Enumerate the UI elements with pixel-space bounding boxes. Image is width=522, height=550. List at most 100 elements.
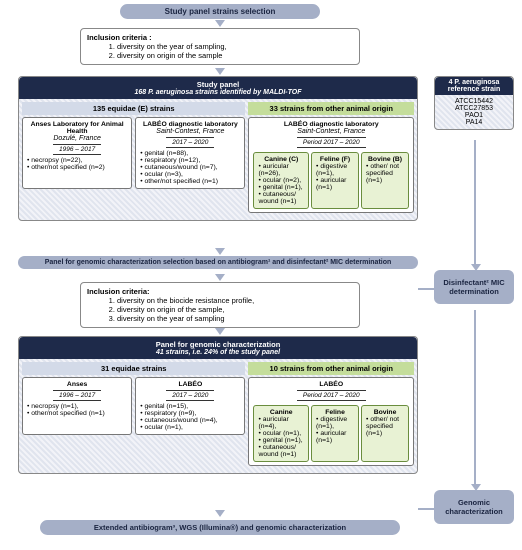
list-item: auricular (n=4), bbox=[258, 416, 304, 430]
feline2-box: Feline digestive (n=1),auricular (n=1) bbox=[311, 405, 359, 462]
bovine2-title: Bovine bbox=[366, 409, 404, 416]
panel1-right-col: 33 strains from other animal origin LABÉ… bbox=[248, 102, 414, 213]
labeo1-title: LABÉO diagnostic laboratory bbox=[140, 121, 240, 128]
criteria1-item: diversity on the year of sampling, bbox=[117, 42, 353, 51]
criteria1-box: Inclusion criteria : diversity on the ye… bbox=[80, 28, 360, 65]
panel1-subtitle: 168 P. aeruginosa strains identified by … bbox=[22, 89, 414, 96]
list-item: other/ not specified (n=1) bbox=[366, 163, 404, 184]
list-item: other/not specified (n=1) bbox=[140, 178, 240, 185]
canine-title: Canine (C) bbox=[258, 156, 304, 163]
labeo1-period: 2017 – 2020 bbox=[166, 137, 214, 148]
list-item: genital (n=1), bbox=[258, 437, 304, 444]
list-item: ocular (n=1), bbox=[258, 430, 304, 437]
list-item: other/not specified (n=1) bbox=[27, 410, 127, 417]
panel1-title: Study panel bbox=[22, 80, 414, 89]
list-item: ocular (n=3), bbox=[140, 171, 240, 178]
list-item: cutaneous/wound (n=4), bbox=[140, 417, 240, 424]
connector-line bbox=[418, 288, 434, 290]
labeo2-title: LABÉO diagnostic laboratory bbox=[253, 121, 409, 128]
panel2-right-header: 10 strains from other animal origin bbox=[248, 362, 414, 375]
ref-item: PA14 bbox=[438, 119, 510, 126]
arrow-icon bbox=[215, 248, 225, 255]
arrow-icon bbox=[215, 68, 225, 75]
list-item: auricular (n=26), bbox=[258, 163, 304, 177]
ref-strain-box: 4 P. aeruginosa reference strain ATCC154… bbox=[434, 76, 514, 130]
anses2-period: 1996 – 2017 bbox=[53, 390, 101, 401]
criteria1-heading: Inclusion criteria : bbox=[87, 33, 353, 42]
list-item: necropsy (n=22), bbox=[27, 157, 127, 164]
list-item: genital (n=88), bbox=[140, 150, 240, 157]
labeo1-loc: Saint-Contest, France bbox=[140, 128, 240, 135]
list-item: cutaneous/ wound (n=1) bbox=[258, 444, 304, 458]
ref-item: ATCC15442 bbox=[438, 98, 510, 105]
list-item: respiratory (n=12), bbox=[140, 157, 240, 164]
arrow-icon bbox=[215, 20, 225, 27]
panel2-container: Panel for genomic characterization 41 st… bbox=[18, 336, 418, 474]
arrow-icon bbox=[471, 264, 481, 271]
criteria2-item: diversity on the year of sampling bbox=[117, 314, 353, 323]
anses-period: 1996 – 2017 bbox=[53, 144, 101, 155]
labeo2b-title: LABÉO bbox=[253, 381, 409, 388]
anses-loc: Dozulé, France bbox=[27, 135, 127, 142]
panel1-header: Study panel 168 P. aeruginosa strains id… bbox=[19, 77, 417, 99]
arrow-icon bbox=[215, 274, 225, 281]
arrow-icon bbox=[471, 484, 481, 491]
criteria2-item: diversity on origin of the sample, bbox=[117, 305, 353, 314]
feline-box: Feline (F) digestive (n=1),auricular (n=… bbox=[311, 152, 359, 209]
top-pill: Study panel strains selection bbox=[120, 4, 320, 19]
criteria2-box: Inclusion criteria: diversity on the bio… bbox=[80, 282, 360, 328]
list-item: genital (n=15), bbox=[140, 403, 240, 410]
panel2-subtitle: 41 strains, i.e. 24% of the study panel bbox=[22, 349, 414, 356]
anses-box: Anses Laboratory for Animal Health Dozul… bbox=[22, 117, 132, 189]
ref-strain-header: 4 P. aeruginosa reference strain bbox=[435, 77, 513, 95]
panel2-left-header: 31 equidae strains bbox=[22, 362, 245, 375]
list-item: other/not specified (n=2) bbox=[27, 164, 127, 171]
side-genomic-box: Genomic characterization bbox=[434, 490, 514, 524]
list-item: cutaneous/ wound (n=1) bbox=[258, 191, 304, 205]
canine-box: Canine (C) auricular (n=26),ocular (n=2)… bbox=[253, 152, 309, 209]
labeo2b-period: Period 2017 – 2020 bbox=[297, 390, 366, 401]
feline2-title: Feline bbox=[316, 409, 354, 416]
labeo1-list: genital (n=88), respiratory (n=12), cuta… bbox=[140, 150, 240, 185]
labeo2-box: LABÉO diagnostic laboratory Saint-Contes… bbox=[248, 117, 414, 213]
connector-line bbox=[418, 508, 434, 510]
criteria2-heading: Inclusion criteria: bbox=[87, 287, 353, 296]
ref-item: ATCC27853 bbox=[438, 105, 510, 112]
connector-line bbox=[474, 310, 476, 488]
anses-list: necropsy (n=22), other/not specified (n=… bbox=[27, 157, 127, 171]
panel1-right-header: 33 strains from other animal origin bbox=[248, 102, 414, 115]
panel2-right-col: 10 strains from other animal origin LABÉ… bbox=[248, 362, 414, 466]
labeo2-loc: Saint-Contest, France bbox=[253, 128, 409, 135]
criteria2-list: diversity on the biocide resistance prof… bbox=[87, 296, 353, 323]
list-item: auricular (n=1) bbox=[316, 430, 354, 444]
anses2-title: Anses bbox=[27, 381, 127, 388]
mid-pill: Panel for genomic characterization selec… bbox=[18, 256, 418, 269]
list-item: necropsy (n=1), bbox=[27, 403, 127, 410]
list-item: digestive (n=1), bbox=[316, 163, 354, 177]
side-mic-box: Disinfectant² MIC determination bbox=[434, 270, 514, 304]
criteria2-item: diversity on the biocide resistance prof… bbox=[117, 296, 353, 305]
list-item: cutaneous/wound (n=7), bbox=[140, 164, 240, 171]
list-item: auricular (n=1) bbox=[316, 177, 354, 191]
connector-line bbox=[474, 140, 476, 268]
labeo1b-title: LABÉO bbox=[140, 381, 240, 388]
panel1-left-header: 135 equidae (E) strains bbox=[22, 102, 245, 115]
flowchart-canvas: Study panel strains selection Inclusion … bbox=[0, 0, 522, 550]
canine2-box: Canine auricular (n=4),ocular (n=1),geni… bbox=[253, 405, 309, 462]
canine2-title: Canine bbox=[258, 409, 304, 416]
panel1-container: Study panel 168 P. aeruginosa strains id… bbox=[18, 76, 418, 221]
labeo2-period: Period 2017 – 2020 bbox=[297, 137, 366, 148]
panel2-title: Panel for genomic characterization bbox=[22, 340, 414, 349]
criteria1-item: diversity on origin of the sample bbox=[117, 51, 353, 60]
list-item: ocular (n=1), bbox=[140, 424, 240, 431]
panel2-left-col: 31 equidae strains Anses 1996 – 2017 nec… bbox=[22, 362, 245, 466]
anses2-box: Anses 1996 – 2017 necropsy (n=1),other/n… bbox=[22, 377, 132, 435]
arrow-icon bbox=[215, 328, 225, 335]
arrow-icon bbox=[215, 510, 225, 517]
list-item: respiratory (n=9), bbox=[140, 410, 240, 417]
labeo1b-period: 2017 – 2020 bbox=[166, 390, 214, 401]
feline-title: Feline (F) bbox=[316, 156, 354, 163]
anses-title: Anses Laboratory for Animal Health bbox=[27, 121, 127, 135]
ref-item: PAO1 bbox=[438, 112, 510, 119]
labeo1b-box: LABÉO 2017 – 2020 genital (n=15),respira… bbox=[135, 377, 245, 435]
